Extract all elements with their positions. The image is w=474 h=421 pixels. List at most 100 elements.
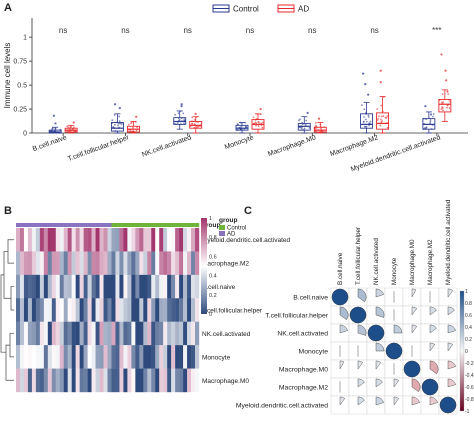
heatmap-cell [31,251,37,276]
data-point [73,126,75,129]
heatmap-cell [155,321,160,346]
heatmap-cell [35,228,41,252]
heatmap-cell [99,321,104,346]
outlier-point [180,105,183,108]
heatmap-row-label: Monocyte [202,354,231,361]
heatmap-cell [127,368,132,393]
corr-colorbar-tick: 0.2 [465,337,472,343]
data-point [323,126,325,129]
data-point [369,120,372,123]
data-point [422,128,425,130]
data-point [380,115,383,118]
heatmap-cell [75,298,80,322]
heatmap-cell [139,228,144,252]
heatmap-cell [127,228,132,252]
data-point [257,121,260,123]
heatmap-cell [16,274,21,299]
heatmap-cell [115,345,120,369]
heatmap-cell [23,368,29,393]
heatmap-cell [139,251,144,276]
heatmap-cell [16,228,21,252]
heatmap-cell [143,274,148,299]
corr-mark [339,324,348,334]
data-point [363,116,365,118]
group-annotation-cell [63,223,68,227]
data-point [71,128,74,131]
heatmap-cell [27,251,33,276]
data-point [193,127,196,129]
heatmap-cell [155,345,160,369]
data-point [117,122,120,125]
corr-row-label: NK.cell.activated [277,330,328,337]
heatmap-cell [91,321,96,346]
data-point [304,123,307,126]
data-point [367,116,370,118]
heatmap-cell [67,298,72,322]
data-point [117,124,119,127]
heatmap-cell [107,368,112,393]
heatmap-cell [91,228,96,252]
data-point [376,119,379,122]
heatmap-cell [159,228,164,252]
data-point [193,118,196,121]
data-point [181,120,183,122]
data-point [238,126,240,129]
heatmap-cell [91,251,96,276]
heatmap-cell [143,228,148,252]
data-point [442,101,445,103]
heatmap-cell [59,228,64,252]
heatmap-cell [99,368,104,393]
heatmap-cell [159,251,164,276]
group-annotation-cell [19,223,25,227]
heatmap-cell [35,321,41,346]
data-point [365,112,367,115]
panel-label-c: C [244,205,252,217]
heatmap-cell [91,298,96,322]
heatmap-cell [155,251,160,276]
corr-colorbar-tick: -0.8 [465,397,474,403]
data-point [440,101,443,104]
corr-row-label: T.cell.follicular.helper [265,312,328,319]
data-point [431,124,434,126]
group-legend-swatch-ad [219,231,225,236]
corr-mark [411,378,421,393]
data-point [314,127,316,130]
group-annotation-cell [151,223,156,227]
heatmap-cell [71,368,76,393]
data-point [379,118,382,121]
heatmap-cell [127,274,132,299]
heatmap-cell [71,298,76,322]
data-point [429,120,432,123]
heatmap-cell [27,345,33,369]
heatmap-cell [187,228,192,252]
heatmap-cell [103,298,108,322]
significance-label: ns [308,26,316,35]
heatmap-cell [131,298,136,322]
data-point [367,114,370,117]
group-annotation-cell [159,223,164,227]
data-point [259,113,262,116]
heatmap-cell [39,321,45,346]
data-point [254,119,257,121]
group-annotation-cell [95,223,100,227]
significance-label: ns [59,26,67,35]
heatmap-cell [31,274,37,299]
heatmap-cell [179,345,184,369]
heatmap-cell [111,298,116,322]
heatmap-cell [63,274,68,299]
heatmap-cell [75,228,80,252]
corr-mark [357,378,365,388]
data-point [385,117,388,119]
heatmap-cell [155,274,160,299]
heatmap-cell [155,368,160,393]
corr-colorbar-tick: 0.6 [465,313,472,319]
heatmap-cell [83,321,88,346]
heatmap-cell [143,345,148,369]
data-point [305,125,307,128]
legend-label-control: Control [233,5,259,14]
heatmap-cell [87,274,92,299]
heatmap-cell [16,251,21,276]
group-annotation-cell [91,223,96,227]
data-point [177,112,180,115]
heatmap-cell [175,228,180,252]
